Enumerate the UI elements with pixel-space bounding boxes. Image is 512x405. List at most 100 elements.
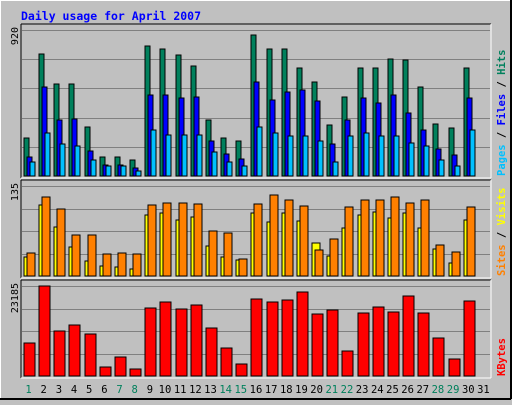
bar-kbytes-day-13 [205, 327, 218, 377]
day-label: 22 [341, 384, 354, 396]
bar-kbytes-day-21 [326, 309, 339, 377]
legend-separator: / [496, 75, 508, 94]
day-label: 26 [401, 384, 414, 396]
bar-sites-day-15 [238, 258, 248, 277]
bar-pages-day-22 [347, 135, 354, 177]
day-label: 15 [234, 384, 247, 396]
legend-entry-files: Files [496, 94, 508, 126]
day-label: 2 [41, 384, 47, 396]
bar-kbytes-day-12 [190, 304, 203, 377]
legend-separator: / [496, 225, 508, 244]
y-max-label: 135 [10, 183, 21, 201]
day-label: 10 [159, 384, 172, 396]
panel-legend: Pages / Files / Hits [496, 50, 508, 176]
legend-entry-visits: Visits [496, 187, 508, 225]
bar-pages-day-19 [302, 135, 309, 177]
bar-kbytes-day-30 [463, 300, 476, 377]
bar-pages-day-11 [181, 134, 188, 177]
day-label: 19 [295, 384, 308, 396]
day-label: 20 [310, 384, 323, 396]
bar-sites-day-27 [420, 199, 430, 277]
bar-sites-day-19 [299, 205, 309, 277]
bar-sites-day-2 [41, 196, 51, 277]
bar-kbytes-day-27 [417, 312, 430, 377]
day-label: 12 [189, 384, 202, 396]
bar-sites-day-6 [102, 253, 112, 277]
bar-sites-day-23 [360, 199, 370, 277]
bar-pages-day-12 [196, 134, 203, 177]
legend-separator: / [496, 125, 508, 144]
bar-pages-day-10 [165, 134, 172, 177]
chart-panel-hits-files-pages: 920 Pages / Files / Hits [10, 23, 508, 179]
bar-kbytes-day-5 [84, 333, 97, 377]
y-max-label: 23185 [10, 283, 21, 313]
bar-pages-day-30 [469, 129, 476, 177]
bar-kbytes-day-9 [144, 307, 157, 377]
bar-sites-day-24 [375, 199, 385, 277]
bar-kbytes-day-7 [114, 356, 127, 377]
bar-kbytes-day-20 [311, 313, 324, 377]
day-label: 1 [25, 384, 31, 396]
bar-sites-day-22 [344, 206, 354, 277]
day-label: 25 [386, 384, 399, 396]
bar-pages-day-2 [44, 132, 51, 177]
bar-sites-day-3 [56, 208, 66, 277]
bar-pages-day-4 [74, 145, 81, 177]
bar-pages-day-13 [211, 151, 218, 177]
day-label: 16 [250, 384, 263, 396]
bar-kbytes-day-25 [387, 311, 400, 377]
panel-legend: Sites / Visits [496, 187, 508, 276]
bar-sites-day-12 [193, 203, 203, 277]
day-label: 27 [416, 384, 429, 396]
bar-pages-day-27 [423, 145, 430, 177]
legend-entry-pages: Pages [496, 144, 508, 176]
bar-kbytes-day-22 [341, 350, 354, 377]
day-label: 29 [447, 384, 460, 396]
legend-entry-hits: Hits [496, 50, 508, 75]
day-label: 14 [219, 384, 232, 396]
bar-kbytes-day-6 [99, 366, 112, 377]
bar-sites-day-4 [71, 234, 81, 277]
bar-pages-day-6 [105, 165, 112, 177]
day-axis: 1 2 3 4 5 6 7 8 9 10 11 12 13 14 15 16 17 18 19 20 21 22 23 24 2… [25, 384, 489, 396]
bar-sites-day-18 [284, 199, 294, 277]
bar-kbytes-day-28 [432, 337, 445, 377]
bar-pages-day-14 [226, 161, 233, 177]
bar-sites-day-16 [253, 203, 263, 277]
bar-sites-day-29 [451, 251, 461, 277]
bar-pages-day-1 [29, 161, 36, 177]
bar-pages-day-28 [438, 159, 445, 177]
bar-kbytes-day-16 [250, 298, 263, 377]
day-label: 28 [432, 384, 445, 396]
day-label: 13 [204, 384, 217, 396]
bar-kbytes-day-18 [281, 299, 294, 377]
day-label: 31 [477, 384, 490, 396]
day-label: 3 [56, 384, 62, 396]
bar-kbytes-day-24 [372, 306, 385, 377]
bar-kbytes-day-10 [159, 301, 172, 377]
bar-pages-day-15 [241, 165, 248, 177]
bar-sites-day-10 [162, 202, 172, 277]
bar-pages-day-3 [59, 143, 66, 177]
day-label: 4 [71, 384, 77, 396]
bar-sites-day-25 [390, 196, 400, 277]
bar-sites-day-9 [147, 204, 157, 277]
bar-kbytes-day-11 [175, 308, 188, 377]
bar-sites-day-28 [435, 244, 445, 277]
bar-sites-day-11 [178, 202, 188, 277]
bar-pages-day-18 [287, 135, 294, 177]
bar-kbytes-day-29 [448, 358, 461, 377]
y-max-label: 920 [10, 27, 21, 45]
bar-kbytes-day-14 [220, 347, 233, 377]
bar-kbytes-day-17 [266, 301, 279, 377]
day-label: 6 [101, 384, 107, 396]
bar-kbytes-day-8 [129, 368, 142, 377]
bar-sites-day-5 [87, 234, 97, 277]
bar-pages-day-9 [150, 129, 157, 177]
day-label: 8 [132, 384, 138, 396]
bar-kbytes-day-2 [38, 285, 51, 377]
bar-sites-day-14 [223, 232, 233, 277]
day-label: 11 [174, 384, 187, 396]
chart-panel-visits-sites: 135 Sites / Visits [10, 179, 508, 279]
